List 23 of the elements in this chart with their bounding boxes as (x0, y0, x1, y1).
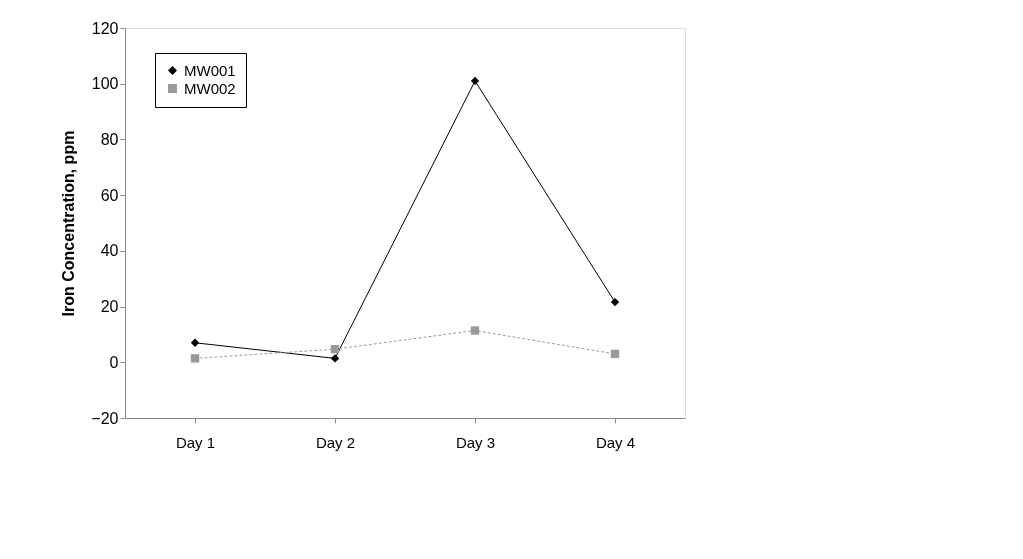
y-tick-label: −20 (91, 409, 119, 427)
point (470, 326, 480, 335)
x-tick-label: Day 3 (455, 433, 496, 451)
x-tick-label: Day 2 (315, 433, 356, 451)
y-tick-label: 0 (109, 353, 119, 371)
y-tick-label: 100 (91, 75, 119, 93)
y-tick-label: 80 (100, 130, 119, 148)
legend-label: MW002 (184, 79, 236, 97)
y-axis-title: Iron Concentration, ppm (60, 130, 78, 317)
y-tick-label: 60 (100, 186, 119, 204)
y-tick-label: 120 (91, 19, 119, 37)
point (610, 349, 620, 359)
x-tick-label: Day 1 (175, 433, 216, 451)
point (190, 354, 200, 363)
y-tick-label: 40 (100, 242, 119, 260)
point (190, 338, 200, 347)
x-tick-label: Day 4 (595, 433, 636, 451)
point (470, 76, 480, 86)
y-tick-label: 20 (100, 298, 119, 316)
legend-label: MW001 (184, 61, 236, 79)
point (330, 354, 340, 363)
point (610, 297, 620, 307)
point (330, 345, 340, 354)
